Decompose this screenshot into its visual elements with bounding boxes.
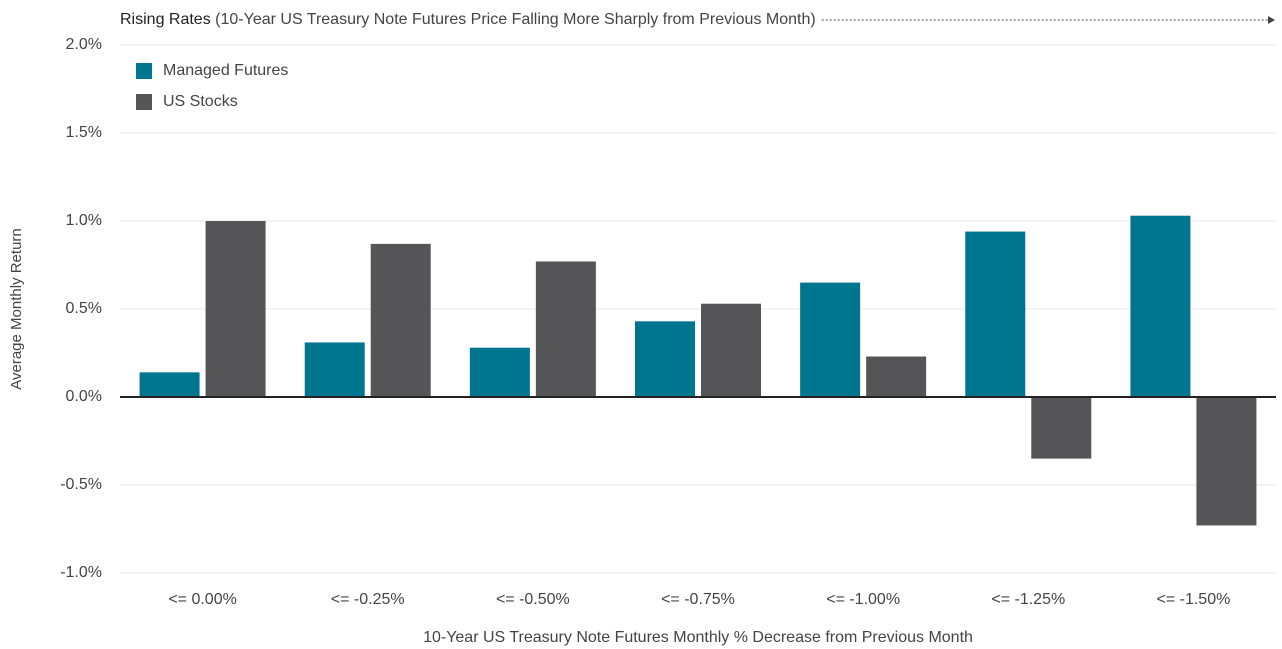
x-tick-label: <= -0.50% (496, 591, 570, 608)
x-tick-label: <= 0.00% (168, 591, 237, 608)
bar (1031, 397, 1092, 459)
bar (205, 221, 266, 397)
y-axis-label: Average Monthly Return (8, 228, 25, 389)
bar (965, 231, 1026, 397)
y-tick-label: -0.5% (60, 476, 102, 493)
x-tick-label: <= -0.25% (331, 591, 405, 608)
bar (866, 356, 927, 397)
y-tick-label: 1.0% (66, 212, 102, 229)
bar (370, 243, 431, 397)
y-tick-label: 2.0% (66, 36, 102, 53)
bar (1130, 215, 1191, 397)
bar (701, 303, 761, 397)
y-tick-label: -1.0% (60, 564, 102, 581)
bar (1196, 397, 1257, 526)
bar (535, 261, 596, 397)
bar (635, 321, 695, 397)
legend-swatch (136, 63, 152, 79)
legend-label: US Stocks (163, 93, 238, 110)
title: Rising Rates (120, 11, 211, 28)
bar (800, 282, 861, 397)
chart-title: Rising Rates (10-Year US Treasury Note F… (120, 11, 816, 28)
subtitle: (10-Year US Treasury Note Futures Price … (215, 11, 816, 28)
bar (469, 347, 530, 397)
y-tick-label: 1.5% (66, 124, 102, 141)
y-tick-label: 0.0% (66, 388, 102, 405)
x-tick-label: <= -1.00% (826, 591, 900, 608)
x-axis-label: 10-Year US Treasury Note Futures Monthly… (423, 629, 973, 646)
x-tick-label: <= -1.50% (1157, 591, 1231, 608)
y-tick-label: 0.5% (66, 300, 102, 317)
x-tick-label: <= -0.75% (661, 591, 735, 608)
legend-label: Managed Futures (163, 62, 288, 79)
legend-swatch (136, 94, 152, 110)
x-tick-label: <= -1.25% (991, 591, 1065, 608)
bar (139, 372, 200, 397)
bar (304, 342, 365, 397)
